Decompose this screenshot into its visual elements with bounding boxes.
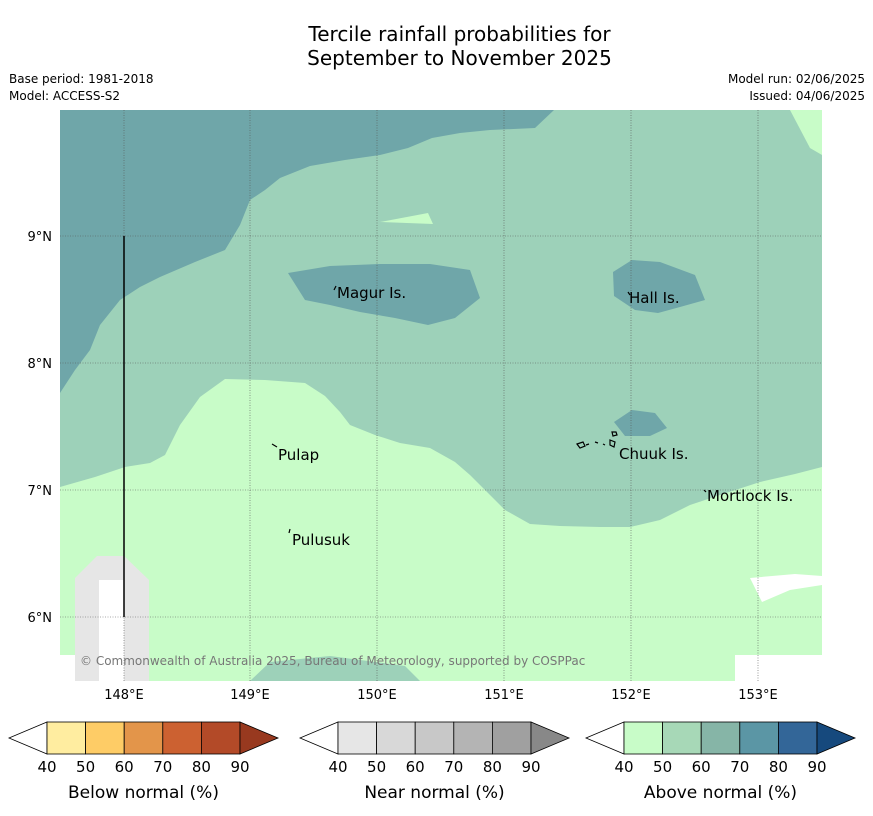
lon-tick-148e: 148°E <box>104 688 144 703</box>
legend-below-label: Below normal (%) <box>68 783 219 803</box>
legend-near-tick: 80 <box>483 758 502 776</box>
model-name: Model: ACCESS-S2 <box>9 89 121 103</box>
legend-below-cell <box>123 721 164 755</box>
legend-near-label: Near normal (%) <box>364 783 504 803</box>
legend-below-tick: 40 <box>37 758 56 776</box>
model-run: Model run: 02/06/2025 <box>727 72 865 86</box>
near-normal-gap <box>60 655 75 681</box>
base-period: Base period: 1981-2018 <box>9 72 154 86</box>
island-pulusuk-mark <box>288 528 291 534</box>
legend-above-cell <box>778 721 818 755</box>
legend-near-cell <box>376 721 416 755</box>
map-panel <box>60 110 822 681</box>
legend-below-tick: 70 <box>153 758 172 776</box>
title-line-2: September to November 2025 <box>307 46 612 70</box>
lon-tick-152e: 152°E <box>611 688 651 703</box>
near-normal-inner <box>99 580 124 681</box>
legend-below-under <box>7 721 48 755</box>
lon-tick-151e: 151°E <box>484 688 524 703</box>
lat-tick-7n: 7°N <box>28 484 53 499</box>
place-label-pulap: Pulap <box>278 446 319 464</box>
white-patch-bottom <box>735 655 822 681</box>
above-dark-region-north <box>60 110 554 393</box>
issued-date: Issued: 04/06/2025 <box>749 89 865 103</box>
legend-below-tick: 90 <box>230 758 249 776</box>
place-label-magur: Magur Is. <box>337 284 406 302</box>
legend-above-tick: 60 <box>692 758 711 776</box>
legend-above-over <box>816 721 857 755</box>
legend-near-tick: 90 <box>521 758 540 776</box>
legend-above-cell <box>739 721 779 755</box>
map-title: Tercile rainfall probabilities for Septe… <box>0 22 873 70</box>
legend-below-tick: 60 <box>115 758 134 776</box>
legend-above-tick: 80 <box>769 758 788 776</box>
legend-above-label: Above normal (%) <box>644 783 797 803</box>
lon-tick-153e: 153°E <box>738 688 778 703</box>
place-label-pulusuk: Pulusuk <box>292 531 350 549</box>
legend-below-cell <box>85 721 125 755</box>
legend-near-tick: 70 <box>444 758 463 776</box>
above-dark-region-magur <box>288 264 480 325</box>
legend-near-cell <box>453 721 493 755</box>
above-dark-region-hall <box>613 260 705 313</box>
legend-above-tick: 90 <box>807 758 826 776</box>
lat-tick-9n: 9°N <box>28 230 53 245</box>
legend-below-cell <box>162 721 202 755</box>
legend-below-cell <box>200 721 241 755</box>
lon-tick-149e: 149°E <box>230 688 270 703</box>
island-magur-mark <box>333 285 337 291</box>
legend-near-tick: 50 <box>367 758 386 776</box>
legend-above-tick: 50 <box>653 758 672 776</box>
legend-near-under <box>298 721 339 755</box>
above-light-sliver <box>380 213 433 224</box>
legend-above-cell <box>623 721 663 755</box>
legends: 40 50 60 70 80 90 Below normal (%) 40 50 60 70 80 90… <box>7 721 857 803</box>
mid-patch-bottom <box>250 656 420 681</box>
legend-above: 40 50 60 70 80 90 Above normal (%) <box>584 721 857 803</box>
legend-below: 40 50 60 70 80 90 Below normal (%) <box>7 721 280 803</box>
island-chuuk-mark <box>576 431 618 449</box>
lat-tick-8n: 8°N <box>28 357 53 372</box>
legend-above-cell <box>700 721 741 755</box>
island-hall-mark <box>627 291 631 296</box>
legend-near: 40 50 60 70 80 90 Near normal (%) <box>298 721 571 803</box>
graticule <box>60 110 822 681</box>
legend-above-under <box>584 721 625 755</box>
legend-below-over <box>239 721 280 755</box>
legend-near-tick: 40 <box>328 758 347 776</box>
place-label-mortlock: Mortlock Is. <box>707 487 793 505</box>
island-mortlock-mark <box>703 489 707 493</box>
lon-tick-150e: 150°E <box>357 688 397 703</box>
place-label-chuuk: Chuuk Is. <box>619 445 688 463</box>
legend-below-cell <box>46 721 86 755</box>
legend-near-over <box>530 721 571 755</box>
title-line-1: Tercile rainfall probabilities for <box>308 22 611 46</box>
island-markers <box>271 285 707 534</box>
legend-below-tick: 50 <box>76 758 95 776</box>
copyright-notice: © Commonwealth of Australia 2025, Bureau… <box>80 654 585 668</box>
legend-above-tick: 70 <box>730 758 749 776</box>
legend-above-tick: 40 <box>614 758 633 776</box>
legend-below-tick: 80 <box>192 758 211 776</box>
legend-near-tick: 60 <box>406 758 425 776</box>
above-dark-region-chuuk <box>614 410 667 436</box>
meta-right: Model run: 02/06/2025 Issued: 04/06/2025 <box>728 71 865 105</box>
legend-above-cell <box>662 721 702 755</box>
lat-tick-6n: 6°N <box>28 611 53 626</box>
place-label-hall: Hall Is. <box>629 289 680 307</box>
island-pulap-mark <box>271 443 278 448</box>
above-light-patch-ne <box>790 110 822 155</box>
legend-near-cell <box>337 721 377 755</box>
legend-near-cell <box>414 721 455 755</box>
white-patch-se <box>750 574 822 602</box>
legend-near-cell <box>491 721 532 755</box>
meta-left: Base period: 1981-2018 Model: ACCESS-S2 <box>9 71 154 105</box>
